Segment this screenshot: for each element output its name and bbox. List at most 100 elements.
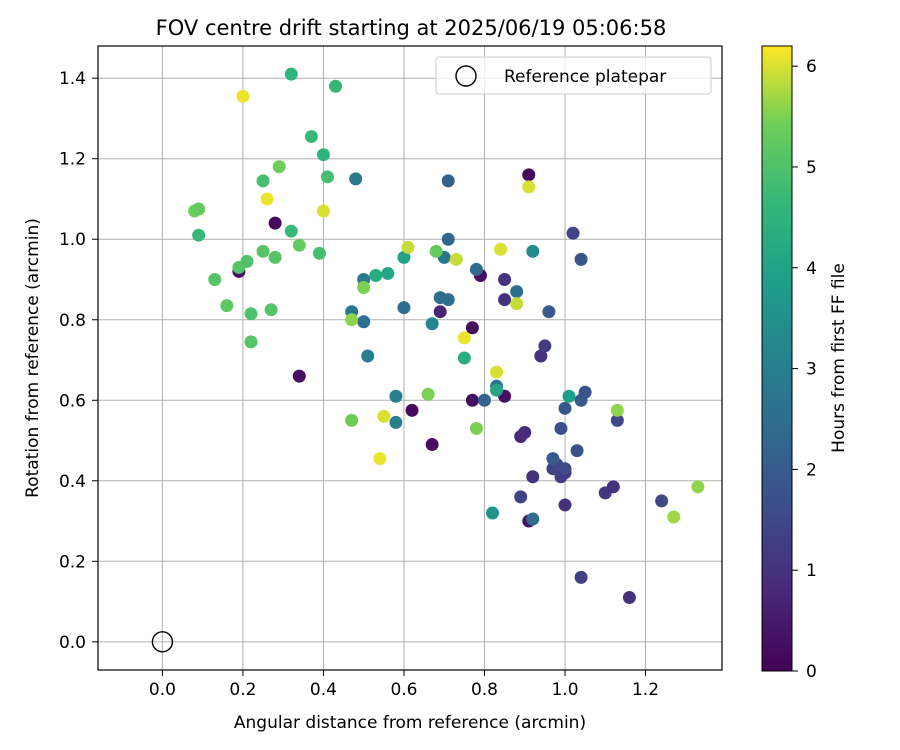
legend-reference-icon [455, 65, 477, 87]
data-point [457, 331, 471, 345]
data-point [574, 252, 588, 266]
data-point [554, 421, 568, 435]
data-point [606, 480, 620, 494]
data-point [490, 365, 504, 379]
data-point [546, 452, 560, 466]
data-point [329, 79, 343, 93]
data-point [486, 506, 500, 520]
colorbar-tick-label: 2 [806, 460, 817, 480]
data-point [449, 252, 463, 266]
data-point [465, 393, 479, 407]
data-point [192, 202, 206, 216]
data-points [188, 67, 705, 605]
reference-marker-group [151, 631, 174, 653]
y-tick-label: 1.4 [59, 69, 86, 89]
y-tick-label: 0.2 [59, 552, 86, 572]
data-point [522, 168, 536, 182]
data-point [369, 268, 383, 282]
x-axis-ticks: 0.0 0.2 0.4 0.6 0.8 1.0 1.2 [149, 670, 659, 700]
data-point [220, 299, 234, 313]
data-point [667, 510, 681, 524]
x-tick-label: 0.0 [149, 680, 176, 700]
data-point [578, 385, 592, 399]
data-point [441, 293, 455, 307]
data-point [292, 369, 306, 383]
data-point [558, 462, 572, 476]
data-point [510, 297, 524, 311]
colorbar-tick-label: 3 [806, 360, 817, 380]
reference-platepar-marker [151, 631, 174, 653]
data-point [558, 401, 572, 415]
data-point [465, 321, 479, 335]
data-point [570, 444, 584, 458]
legend: Reference platepar [435, 56, 712, 95]
x-tick-label: 0.2 [229, 680, 256, 700]
data-point [622, 591, 636, 605]
colorbar-ticks: 0 1 2 3 4 5 6 [792, 57, 817, 682]
chart-title: FOV centre drift starting at 2025/06/19 … [156, 16, 667, 40]
data-point [312, 246, 326, 260]
data-point [397, 250, 411, 264]
colorbar-tick-label: 5 [806, 158, 817, 178]
data-point [498, 293, 512, 307]
colorbar-tick-label: 4 [806, 259, 817, 279]
x-tick-label: 1.2 [632, 680, 659, 700]
data-point [562, 389, 576, 403]
data-point [558, 498, 572, 512]
data-point [316, 204, 330, 218]
data-point [655, 494, 669, 508]
data-point [292, 238, 306, 252]
data-point [357, 315, 371, 329]
data-point [538, 339, 552, 353]
data-point [389, 415, 403, 429]
data-point [433, 305, 447, 319]
data-point [244, 307, 258, 321]
grid-lines [98, 46, 722, 670]
data-point [244, 335, 258, 349]
y-axis-ticks: 0.0 0.2 0.4 0.6 0.8 1.0 1.2 1.4 [59, 69, 98, 653]
data-point [377, 409, 391, 423]
colorbar-tick-label: 0 [806, 662, 817, 682]
data-point [256, 174, 270, 188]
data-point [284, 224, 298, 238]
data-point [397, 301, 411, 315]
data-point [429, 244, 443, 258]
data-point [526, 244, 540, 258]
data-point [260, 192, 274, 206]
data-point [192, 228, 206, 242]
data-point [272, 160, 286, 174]
data-point [401, 240, 415, 254]
y-tick-label: 0.0 [59, 633, 86, 653]
data-point [526, 512, 540, 526]
data-point [574, 570, 588, 584]
data-point [405, 403, 419, 417]
data-point [320, 170, 334, 184]
plot-frame [97, 45, 723, 671]
data-point [522, 180, 536, 194]
data-point [469, 262, 483, 276]
data-point [610, 413, 624, 427]
data-point [610, 403, 624, 417]
data-point [361, 349, 375, 363]
data-point [284, 67, 298, 81]
y-axis-label: Rotation from reference (arcmin) [23, 218, 43, 498]
data-point [534, 349, 548, 363]
data-point [389, 389, 403, 403]
data-point [264, 303, 278, 317]
data-point [304, 130, 318, 144]
data-point [345, 313, 359, 327]
data-point [349, 172, 363, 186]
colorbar-tick-label: 6 [806, 57, 817, 77]
data-point [441, 232, 455, 246]
data-point [514, 490, 528, 504]
data-point [441, 174, 455, 188]
x-axis-label: Angular distance from reference (arcmin) [234, 713, 586, 733]
data-point [268, 216, 282, 230]
x-tick-label: 0.6 [390, 680, 417, 700]
data-point [518, 425, 532, 439]
y-tick-label: 0.6 [59, 391, 86, 411]
data-point [566, 226, 580, 240]
data-point [208, 272, 222, 286]
x-tick-label: 1.0 [551, 680, 578, 700]
